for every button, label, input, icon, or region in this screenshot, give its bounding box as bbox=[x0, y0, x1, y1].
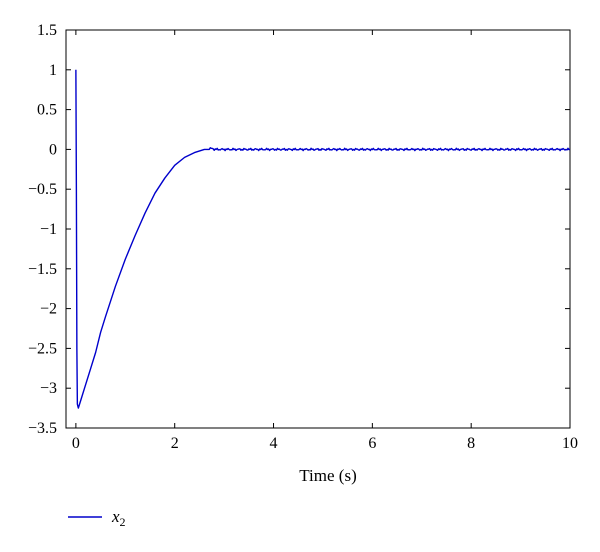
y-tick-label: −1.5 bbox=[28, 261, 57, 278]
x-tick-label: 10 bbox=[562, 435, 578, 452]
axis-ticks bbox=[66, 29, 571, 429]
x-tick-label: 6 bbox=[368, 435, 376, 452]
series-layer bbox=[75, 69, 571, 409]
y-tick-label: −3 bbox=[40, 380, 57, 397]
plot-frame bbox=[65, 29, 571, 429]
legend: x2 bbox=[68, 507, 126, 529]
y-tick-label: −2 bbox=[40, 301, 57, 318]
x-tick-label: 8 bbox=[467, 435, 475, 452]
y-tick-label: 0.5 bbox=[37, 102, 57, 119]
x-tick-label: 0 bbox=[72, 435, 80, 452]
y-tick-label: −3.5 bbox=[28, 420, 57, 437]
x-tick-label: 2 bbox=[171, 435, 179, 452]
y-tick-label: −1 bbox=[40, 221, 57, 238]
y-tick-label: −2.5 bbox=[28, 340, 57, 357]
y-tick-label: −0.5 bbox=[28, 181, 57, 198]
series-line-x2 bbox=[75, 69, 571, 409]
x-axis-title: Time (s) bbox=[299, 466, 356, 485]
x-tick-labels: 0 2 4 6 8 10 bbox=[72, 435, 578, 452]
y-tick-labels: 1.5 1 0.5 0 −0.5 −1 −1.5 −2 −2.5 −3 −3.5 bbox=[28, 22, 57, 437]
legend-label-x2: x2 bbox=[111, 507, 126, 529]
y-tick-label: 1 bbox=[49, 62, 57, 79]
y-tick-label: 1.5 bbox=[37, 22, 57, 39]
x-tick-label: 4 bbox=[270, 435, 278, 452]
y-tick-label: 0 bbox=[49, 141, 57, 158]
